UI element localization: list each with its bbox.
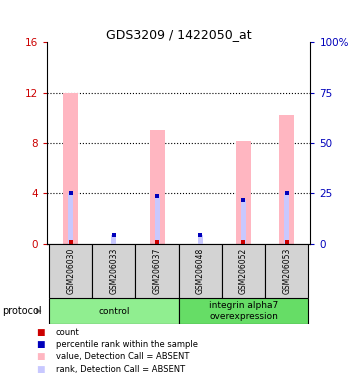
Bar bbox=[279, 115, 294, 244]
Text: ■: ■ bbox=[36, 340, 45, 349]
Text: ■: ■ bbox=[36, 364, 45, 374]
Text: ■: ■ bbox=[36, 352, 45, 361]
Text: control: control bbox=[98, 306, 130, 316]
Bar bbox=[155, 196, 160, 244]
Bar bbox=[49, 244, 92, 298]
Text: GSM206030: GSM206030 bbox=[66, 248, 75, 294]
Text: count: count bbox=[56, 328, 80, 337]
Bar bbox=[198, 235, 203, 244]
Text: rank, Detection Call = ABSENT: rank, Detection Call = ABSENT bbox=[56, 364, 185, 374]
Bar bbox=[179, 244, 222, 298]
Text: protocol: protocol bbox=[2, 306, 42, 316]
Text: integrin alpha7
overexpression: integrin alpha7 overexpression bbox=[209, 301, 278, 321]
Bar bbox=[179, 298, 308, 324]
Text: ■: ■ bbox=[36, 328, 45, 337]
Bar bbox=[265, 244, 308, 298]
Text: value, Detection Call = ABSENT: value, Detection Call = ABSENT bbox=[56, 352, 189, 361]
Bar bbox=[222, 244, 265, 298]
Bar bbox=[63, 93, 78, 244]
Bar bbox=[236, 141, 251, 244]
Bar bbox=[149, 131, 165, 244]
Text: GSM206053: GSM206053 bbox=[282, 248, 291, 294]
Bar bbox=[49, 298, 179, 324]
Text: GSM206048: GSM206048 bbox=[196, 248, 205, 294]
Bar bbox=[92, 244, 135, 298]
Bar bbox=[111, 235, 117, 244]
Text: GSM206052: GSM206052 bbox=[239, 248, 248, 294]
Bar bbox=[284, 194, 289, 244]
Bar bbox=[68, 194, 73, 244]
Bar bbox=[135, 244, 179, 298]
Text: GSM206033: GSM206033 bbox=[109, 248, 118, 294]
Text: GSM206037: GSM206037 bbox=[153, 248, 162, 294]
Text: percentile rank within the sample: percentile rank within the sample bbox=[56, 340, 198, 349]
Bar bbox=[241, 200, 246, 244]
Title: GDS3209 / 1422050_at: GDS3209 / 1422050_at bbox=[106, 28, 252, 41]
